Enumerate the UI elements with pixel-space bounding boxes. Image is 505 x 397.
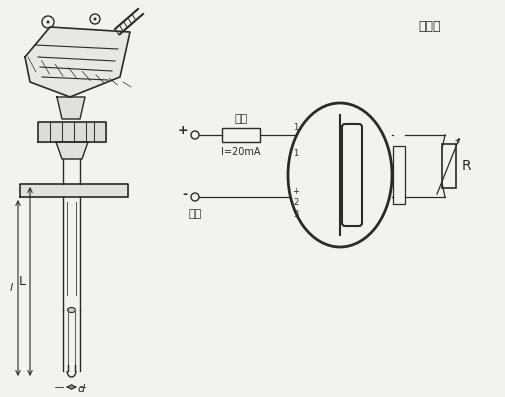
Polygon shape [56,142,88,159]
Polygon shape [20,184,128,197]
Polygon shape [38,122,106,142]
Bar [304,148,319,160]
Text: -: - [182,189,188,202]
Bar [304,191,319,203]
Bar [222,128,260,142]
Circle shape [93,17,96,21]
Text: 负载: 负载 [234,114,247,124]
Text: R: R [461,159,471,173]
Bar [304,213,319,225]
Text: 3: 3 [293,210,298,220]
Text: +: + [177,125,188,137]
Bar [304,129,319,141]
Ellipse shape [287,103,391,247]
Text: 2: 2 [293,198,298,208]
Bar [441,144,455,188]
Text: 1: 1 [293,123,298,131]
Text: +: + [292,187,299,197]
Bar [392,146,404,204]
Ellipse shape [67,308,75,312]
FancyBboxPatch shape [341,124,361,226]
Polygon shape [57,97,85,119]
Circle shape [46,21,49,23]
Text: L: L [19,275,25,288]
Text: d: d [78,384,85,394]
Text: 电源: 电源 [188,209,201,219]
Polygon shape [25,27,130,97]
Text: I=20mA: I=20mA [221,147,260,157]
Text: 1: 1 [293,150,298,158]
Text: 热电阻: 热电阻 [418,21,440,33]
Text: l: l [10,283,13,293]
